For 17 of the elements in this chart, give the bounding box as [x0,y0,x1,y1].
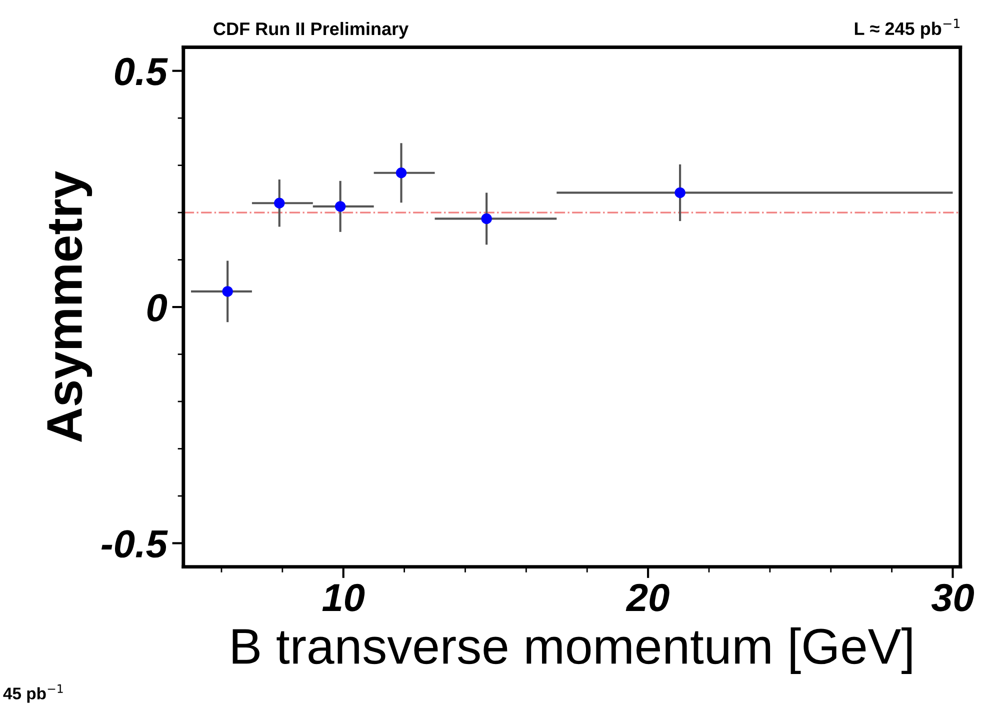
x-tick-label: 30 [931,584,974,612]
point [274,198,285,208]
chart-title: CDF Run II Preliminary [214,22,409,39]
x-axis-title: B transverse momentum [GeV] [232,627,912,674]
y-tick-label: 0 [147,294,168,322]
point [674,187,686,198]
x-tick-label: 10 [322,584,365,612]
point [222,286,233,297]
text: 45 pb$^{−1}$ [3,684,63,703]
point [481,213,492,224]
x-tick-label: 20 [626,584,670,612]
y-axis-title: Asymmetry [47,171,92,442]
chart-subtitle: L ≈ 245 pb$^{−1}$ [854,18,960,39]
point [396,168,407,178]
y-tick-label: 0.5 [114,58,168,86]
y-tick-label: -0.5 [101,530,168,558]
point [334,201,346,212]
